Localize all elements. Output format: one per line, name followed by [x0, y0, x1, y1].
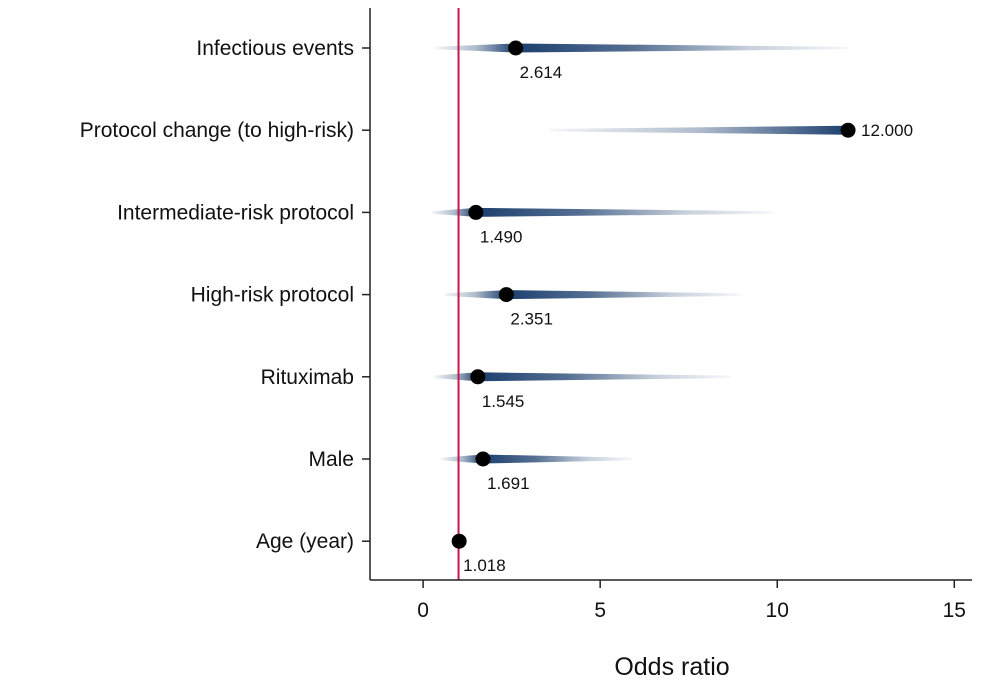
- confidence-band: [432, 207, 774, 217]
- confidence-band: [550, 125, 849, 135]
- point-estimate: [475, 451, 491, 467]
- confidence-bands: [432, 43, 849, 464]
- confidence-band: [444, 290, 742, 300]
- row-label: Age (year): [256, 530, 354, 553]
- point-estimate: [508, 40, 524, 56]
- value-label: 1.691: [487, 474, 530, 493]
- value-label: 1.490: [480, 227, 523, 246]
- row-label: High-risk protocol: [191, 284, 354, 307]
- confidence-band: [440, 454, 632, 464]
- point-estimate: [468, 204, 484, 220]
- x-ticks: 0 5 10 15: [417, 580, 966, 622]
- row-label: Infectious events: [196, 37, 354, 60]
- row-label: Male: [308, 448, 354, 471]
- point-estimates: [451, 40, 856, 549]
- x-tick-label: 10: [766, 599, 789, 622]
- x-tick-label: 5: [594, 599, 606, 622]
- value-label: 1.545: [482, 392, 525, 411]
- point-estimate: [470, 369, 486, 385]
- value-label: 12.000: [861, 121, 913, 140]
- point-estimate: [451, 533, 467, 549]
- confidence-band: [435, 43, 849, 53]
- axes: [362, 8, 972, 581]
- value-label: 2.614: [520, 63, 563, 82]
- point-estimate: [498, 287, 514, 303]
- value-label: 1.018: [463, 556, 506, 575]
- confidence-band: [433, 372, 732, 382]
- row-label: Intermediate-risk protocol: [117, 201, 354, 224]
- row-labels: Infectious events Protocol change (to hig…: [80, 37, 354, 553]
- value-label: 2.351: [510, 310, 553, 329]
- row-label: Protocol change (to high-risk): [80, 119, 354, 142]
- point-estimate: [840, 122, 856, 138]
- value-labels: 2.614 12.000 1.490 2.351 1.545 1.691 1.018: [463, 63, 913, 575]
- x-tick-label: 15: [943, 599, 966, 622]
- x-tick-label: 0: [417, 599, 429, 622]
- row-label: Rituximab: [261, 366, 354, 389]
- x-axis-title: Odds ratio: [614, 653, 729, 681]
